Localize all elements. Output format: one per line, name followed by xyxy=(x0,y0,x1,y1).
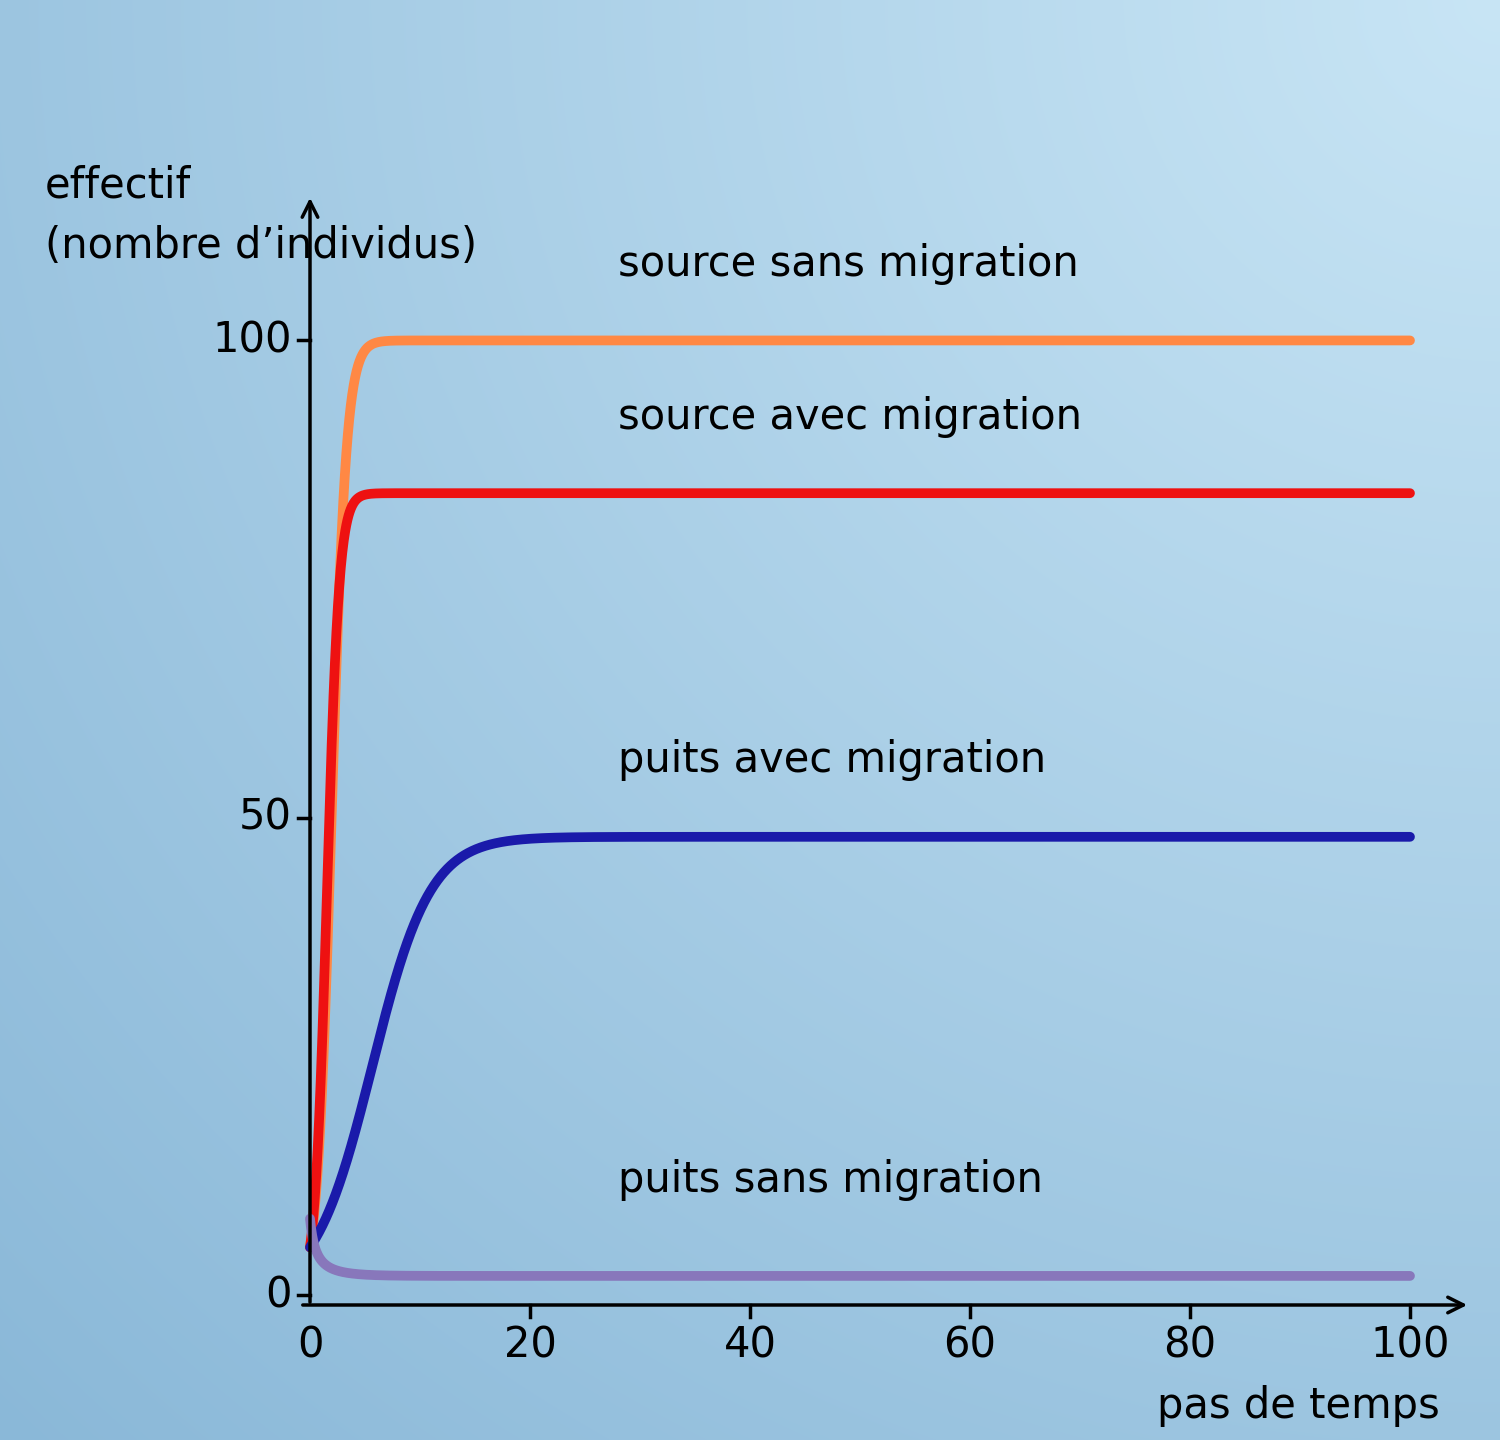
Text: 40: 40 xyxy=(723,1325,777,1367)
Text: 100: 100 xyxy=(1371,1325,1449,1367)
Text: source avec migration: source avec migration xyxy=(618,396,1082,438)
Text: 80: 80 xyxy=(1164,1325,1216,1367)
Text: effectif: effectif xyxy=(45,166,192,207)
Text: 100: 100 xyxy=(213,320,292,361)
Text: 50: 50 xyxy=(238,796,292,838)
Text: 60: 60 xyxy=(944,1325,996,1367)
Text: (nombre d’individus): (nombre d’individus) xyxy=(45,225,477,266)
Text: source sans migration: source sans migration xyxy=(618,243,1078,285)
Text: 20: 20 xyxy=(504,1325,556,1367)
Text: 0: 0 xyxy=(266,1274,292,1316)
Text: pas de temps: pas de temps xyxy=(1158,1385,1440,1427)
Text: 0: 0 xyxy=(297,1325,324,1367)
Text: puits sans migration: puits sans migration xyxy=(618,1159,1042,1201)
Text: puits avec migration: puits avec migration xyxy=(618,740,1046,782)
